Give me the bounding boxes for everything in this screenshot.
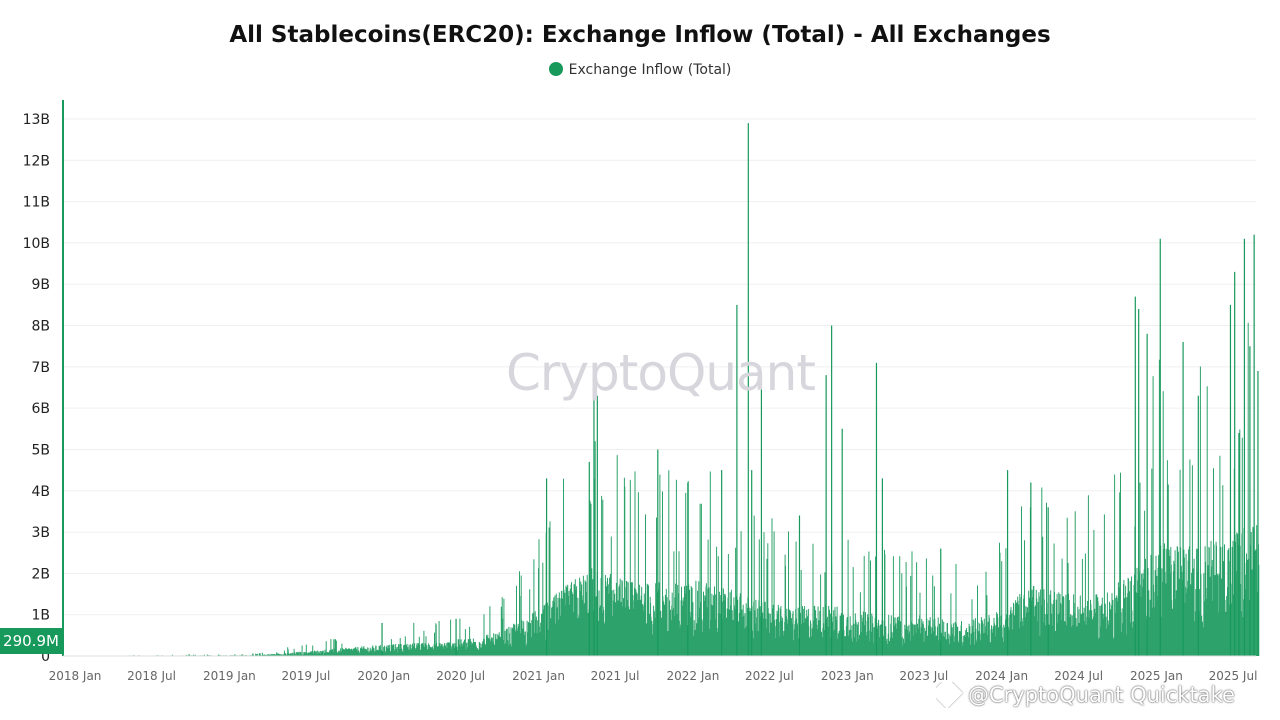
legend[interactable]: Exchange Inflow (Total) <box>0 62 1280 78</box>
x-tick-label: 2018 Jan <box>49 669 102 683</box>
x-tick-label: 2020 Jul <box>436 669 485 683</box>
x-tick-label: 2023 Jul <box>899 669 948 683</box>
x-tick-label: 2018 Jul <box>127 669 176 683</box>
x-tick-label: 2025 Jul <box>1209 669 1258 683</box>
legend-label: Exchange Inflow (Total) <box>568 62 732 78</box>
x-tick-label: 2024 Jan <box>975 669 1028 683</box>
attribution: @CryptoQuant Quicktake <box>936 682 1266 708</box>
y-tick-label: 11B <box>23 195 50 211</box>
y-tick-label: 2B <box>31 566 50 582</box>
x-tick-label: 2022 Jan <box>666 669 719 683</box>
y-tick-label: 8B <box>31 319 50 335</box>
y-tick-label: 10B <box>23 236 50 252</box>
x-tick-label: 2019 Jul <box>282 669 331 683</box>
y-tick-label: 3B <box>31 525 50 541</box>
y-tick-label: 1B <box>31 608 50 624</box>
x-tick-label: 2020 Jan <box>357 669 410 683</box>
x-tick-label: 2022 Jul <box>745 669 794 683</box>
x-tick-label: 2021 Jan <box>512 669 565 683</box>
current-value-badge: 290.9M <box>0 628 62 654</box>
x-tick-label: 2025 Jan <box>1130 669 1183 683</box>
y-tick-label: 5B <box>31 442 50 458</box>
y-tick-label: 6B <box>31 401 50 417</box>
x-tick-label: 2021 Jul <box>591 669 640 683</box>
x-tick-label: 2019 Jan <box>203 669 256 683</box>
chart-title: All Stablecoins(ERC20): Exchange Inflow … <box>229 22 1051 48</box>
y-tick-label: 0 <box>41 649 50 665</box>
x-tick-label: 2024 Jul <box>1054 669 1103 683</box>
binance-logo-icon <box>936 682 963 708</box>
attribution-text: @CryptoQuant Quicktake <box>968 683 1235 707</box>
y-tick-label: 9B <box>31 277 50 293</box>
inflow-bars[interactable] <box>68 322 1260 656</box>
y-tick-label: 13B <box>23 112 50 128</box>
y-tick-label: 7B <box>31 360 50 376</box>
legend-swatch <box>548 62 563 76</box>
y-tick-label: 12B <box>23 153 50 169</box>
y-tick-label: 4B <box>31 484 50 500</box>
x-tick-label: 2023 Jan <box>821 669 874 683</box>
